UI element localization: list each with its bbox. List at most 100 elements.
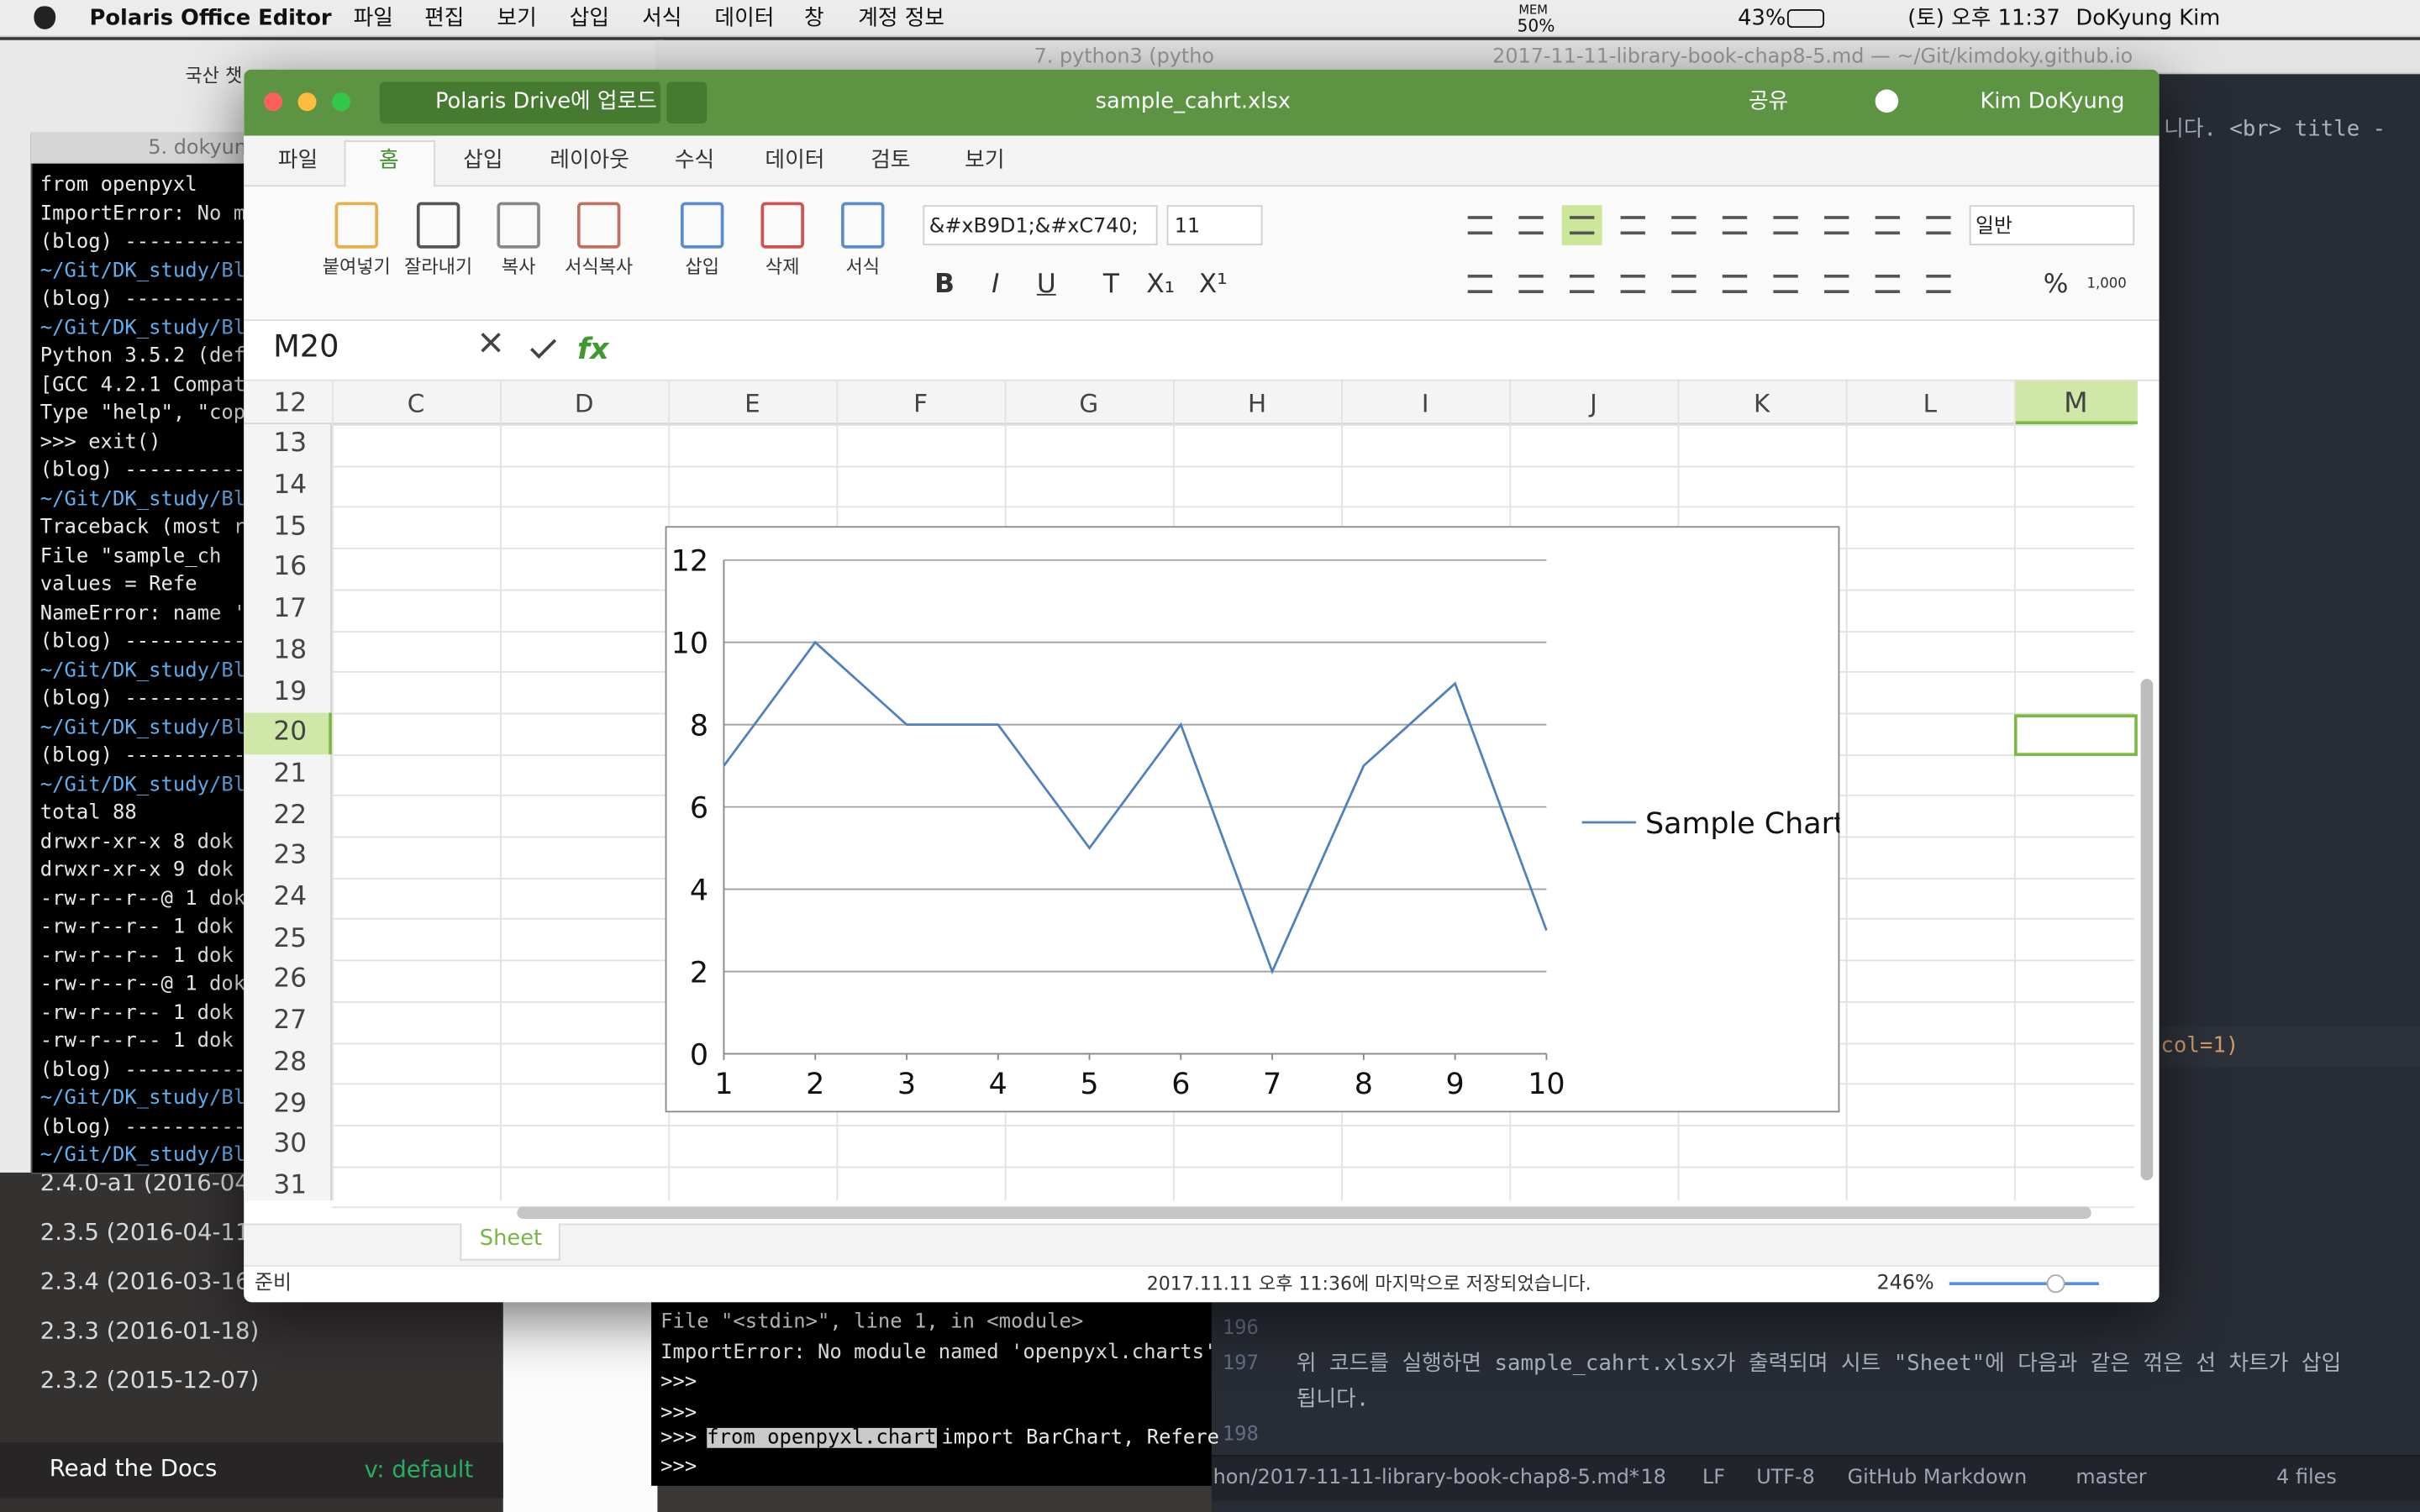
align-icon[interactable] xyxy=(1773,216,1798,235)
link-button[interactable] xyxy=(666,81,708,123)
menu-item[interactable]: 데이터 xyxy=(714,6,775,31)
user-name[interactable]: DoKyung Kim xyxy=(2075,6,2221,31)
share-button[interactable]: 공유 xyxy=(1749,89,1789,114)
ribbon-icon[interactable] xyxy=(576,202,621,249)
ribbon-icon[interactable] xyxy=(841,202,885,249)
alert-icon[interactable] xyxy=(1875,89,1899,113)
row-header[interactable]: 24 xyxy=(273,881,308,913)
zoom-slider[interactable] xyxy=(1949,1282,2099,1286)
ribbon-tab[interactable]: 레이아웃 xyxy=(550,148,629,173)
align-icon[interactable] xyxy=(1875,216,1901,235)
v-scrollbar[interactable] xyxy=(2140,679,2154,1181)
row-header[interactable]: 16 xyxy=(273,552,308,584)
align-icon[interactable] xyxy=(1620,216,1645,235)
version-link[interactable]: 2.3.5 (2016-04-11) xyxy=(39,1218,260,1247)
sheet-tab[interactable]: Sheet xyxy=(460,1223,560,1261)
row-header[interactable]: 18 xyxy=(273,634,308,666)
align-icon[interactable] xyxy=(1467,274,1493,293)
row-header[interactable]: 13 xyxy=(273,428,308,460)
column-header[interactable]: K xyxy=(1753,388,1770,418)
format-button[interactable]: X¹ xyxy=(1198,269,1228,301)
row-header[interactable]: 14 xyxy=(273,470,308,501)
column-header[interactable]: H xyxy=(1247,388,1267,418)
align-icon[interactable] xyxy=(1518,274,1544,293)
menu-item[interactable]: 파일 xyxy=(353,6,393,31)
menu-item[interactable]: 계정 정보 xyxy=(858,6,945,31)
row-header[interactable]: 12 xyxy=(273,387,308,419)
align-icon[interactable] xyxy=(1773,274,1798,293)
format-button[interactable]: B xyxy=(934,269,955,301)
row-header[interactable]: 23 xyxy=(273,840,308,872)
row-header[interactable]: 17 xyxy=(273,593,308,625)
align-icon[interactable] xyxy=(1569,216,1595,235)
column-header[interactable]: C xyxy=(407,388,425,418)
format-box[interactable]: 일반 xyxy=(1969,205,2135,246)
align-icon[interactable] xyxy=(1926,274,1951,293)
format-button[interactable]: U xyxy=(1036,269,1056,301)
row-header[interactable]: 27 xyxy=(273,1005,308,1037)
ribbon-tab[interactable]: 데이터 xyxy=(765,148,825,173)
version-link[interactable]: 2.3.3 (2016-01-18) xyxy=(39,1316,260,1345)
menu-item[interactable]: 서식 xyxy=(642,6,682,31)
align-icon[interactable] xyxy=(1722,274,1748,293)
fx-button[interactable]: fx xyxy=(576,332,609,367)
row-header[interactable]: 15 xyxy=(273,511,308,543)
font-box[interactable]: &#xB9D1;&#xC740; xyxy=(923,205,1158,246)
column-header[interactable]: J xyxy=(1590,388,1597,418)
row-header[interactable]: 20 xyxy=(273,717,308,748)
menu-item[interactable]: 삽입 xyxy=(569,6,610,31)
format-button[interactable]: I xyxy=(992,269,1000,301)
align-icon[interactable] xyxy=(1518,216,1544,235)
version-link[interactable]: 2.3.4 (2016-03-16) xyxy=(39,1267,260,1295)
format-button[interactable]: T xyxy=(1102,269,1119,301)
account-menu[interactable]: Kim DoKyung xyxy=(1980,89,2125,114)
column-header[interactable]: M xyxy=(2064,387,2088,420)
align-icon[interactable] xyxy=(1722,216,1748,235)
menu-item[interactable]: 창 xyxy=(803,6,824,31)
ribbon-tab[interactable]: 삽입 xyxy=(463,148,503,173)
column-header[interactable]: D xyxy=(574,388,594,418)
row-header[interactable]: 28 xyxy=(273,1046,308,1078)
align-icon[interactable] xyxy=(1569,274,1595,293)
column-header[interactable]: F xyxy=(913,388,929,418)
window-button[interactable] xyxy=(264,92,283,112)
menu-item[interactable]: 편집 xyxy=(424,6,465,31)
row-header[interactable]: 26 xyxy=(273,963,308,995)
column-header[interactable]: E xyxy=(744,388,760,418)
menu-item[interactable]: 보기 xyxy=(497,6,537,31)
column-header[interactable]: L xyxy=(1923,388,1938,418)
align-icon[interactable] xyxy=(1467,216,1493,235)
zoom-knob[interactable] xyxy=(2046,1274,2065,1294)
ribbon-tab[interactable]: 홈 xyxy=(379,148,399,173)
docs-version[interactable]: v: default xyxy=(364,1455,474,1484)
align-icon[interactable] xyxy=(1926,216,1951,235)
column-header[interactable]: I xyxy=(1421,388,1429,418)
row-header[interactable]: 21 xyxy=(273,758,308,790)
row-header[interactable]: 29 xyxy=(273,1087,308,1119)
ribbon-icon[interactable] xyxy=(497,202,540,249)
number-button[interactable]: 1,000 xyxy=(2086,276,2127,293)
column-header[interactable]: G xyxy=(1079,388,1099,418)
align-icon[interactable] xyxy=(1824,274,1849,293)
row-header[interactable]: 19 xyxy=(273,675,308,707)
row-header[interactable]: 22 xyxy=(273,799,308,831)
version-link[interactable]: 2.3.2 (2015-12-07) xyxy=(39,1366,260,1394)
align-icon[interactable] xyxy=(1620,274,1645,293)
align-icon[interactable] xyxy=(1824,216,1849,235)
align-icon[interactable] xyxy=(1671,216,1697,235)
version-link[interactable]: 2.4.0-a1 (2016-04- xyxy=(39,1168,258,1197)
row-header[interactable]: 30 xyxy=(273,1129,308,1160)
apple-logo[interactable] xyxy=(34,6,56,29)
align-icon[interactable] xyxy=(1875,274,1901,293)
ribbon-icon[interactable] xyxy=(334,202,379,249)
ribbon-icon[interactable] xyxy=(416,202,460,249)
format-button[interactable]: X₁ xyxy=(1146,269,1176,301)
upload-button[interactable]: Polaris Drive에 업로드 xyxy=(379,81,661,123)
h-scrollbar[interactable] xyxy=(517,1206,2091,1220)
window-button[interactable] xyxy=(331,92,350,112)
number-button[interactable]: % xyxy=(2043,269,2069,301)
row-header[interactable]: 31 xyxy=(273,1170,308,1201)
row-header[interactable]: 25 xyxy=(273,922,308,954)
window-button[interactable] xyxy=(297,92,317,112)
align-icon[interactable] xyxy=(1671,274,1697,293)
